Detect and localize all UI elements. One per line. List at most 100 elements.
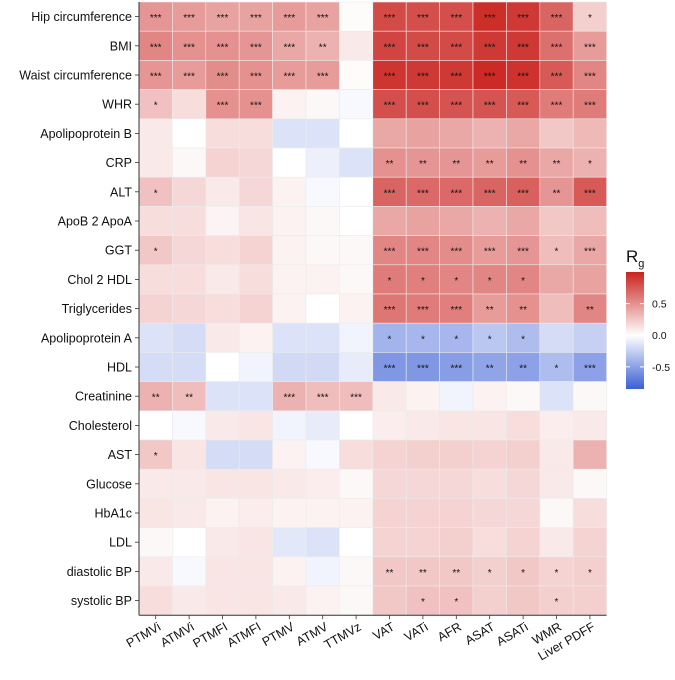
heatmap-cell: [472, 206, 507, 236]
heatmap-cell: [472, 468, 507, 499]
heatmap-cell: [339, 176, 374, 207]
significance-mark: ***: [384, 72, 396, 83]
heatmap-cell: [539, 381, 574, 412]
heatmap-cell: [506, 60, 541, 90]
heatmap-cell: [205, 381, 240, 412]
column-label: ASATi: [494, 620, 530, 649]
significance-mark: *: [454, 334, 458, 345]
heatmap-cell: [305, 381, 340, 412]
significance-mark: ***: [450, 72, 462, 83]
heatmap-cell: [405, 118, 440, 149]
column-label: VATi: [402, 620, 430, 645]
significance-mark: **: [386, 568, 394, 579]
significance-mark: ***: [283, 72, 295, 83]
heatmap-cell: [405, 556, 440, 587]
heatmap-cell: [405, 30, 440, 61]
significance-mark: ***: [584, 247, 596, 258]
heatmap-cell: [238, 206, 273, 236]
row-label: WHR: [102, 98, 132, 112]
heatmap-cell: [305, 1, 340, 32]
heatmap-cell: [238, 30, 273, 61]
significance-mark: ***: [384, 42, 396, 53]
heatmap-cell: [138, 527, 173, 558]
heatmap-cell: [339, 30, 374, 61]
significance-mark: ***: [551, 101, 563, 112]
heatmap-cell: [272, 176, 307, 207]
heatmap-cell: [238, 352, 273, 382]
heatmap-cell: [439, 206, 474, 236]
heatmap-cell: [539, 410, 574, 441]
heatmap-cell: [305, 264, 340, 295]
heatmap-cell: [539, 30, 574, 61]
heatmap-cell: [138, 556, 173, 587]
significance-mark: ***: [450, 364, 462, 375]
heatmap-cell: [372, 381, 407, 412]
heatmap-cell: [472, 381, 507, 412]
heatmap-cell: [372, 352, 407, 382]
heatmap-cell: [238, 322, 273, 353]
heatmap-cell: [405, 264, 440, 295]
heatmap-cell: [305, 89, 340, 120]
heatmap-cell: [205, 147, 240, 178]
significance-mark: ***: [283, 393, 295, 404]
heatmap-cell: [506, 293, 541, 324]
heatmap-cell: [506, 585, 541, 616]
significance-mark: *: [521, 568, 525, 579]
row-label: ApoB 2 ApoA: [58, 215, 133, 229]
significance-mark: ***: [183, 13, 195, 24]
heatmap-cell: [339, 264, 374, 295]
significance-mark: **: [519, 305, 527, 316]
significance-mark: *: [521, 334, 525, 345]
heatmap-cell: [572, 556, 607, 587]
heatmap-cell: [472, 293, 507, 324]
heatmap-cell: [272, 118, 307, 149]
heatmap-cells: [138, 1, 607, 616]
significance-mark: ***: [417, 305, 429, 316]
heatmap-cell: [305, 439, 340, 470]
heatmap-cell: [339, 527, 374, 558]
heatmap-cell: [572, 118, 607, 149]
significance-mark: **: [419, 568, 427, 579]
heatmap-cell: [305, 527, 340, 558]
heatmap-cell: [572, 30, 607, 61]
heatmap-cell: [372, 264, 407, 295]
significance-mark: ***: [517, 13, 529, 24]
heatmap-cell: [572, 527, 607, 558]
heatmap-cell: [172, 410, 207, 441]
heatmap-cell: [472, 322, 507, 353]
significance-mark: ***: [217, 72, 229, 83]
row-labels: Hip circumference BMI Waist circumference W…: [19, 10, 139, 608]
significance-mark: ***: [217, 101, 229, 112]
legend-tick-label: -0.5: [652, 362, 670, 374]
row-label: HDL: [107, 361, 132, 375]
significance-mark: ***: [150, 13, 162, 24]
row-label: Apolipoprotein B: [40, 127, 132, 141]
heatmap-cell: [172, 352, 207, 382]
heatmap-cell: [238, 498, 273, 528]
heatmap-cell: [172, 235, 207, 266]
significance-mark: ***: [317, 13, 329, 24]
heatmap-cell: [305, 468, 340, 499]
heatmap-cell: [539, 264, 574, 295]
heatmap-cell: [205, 293, 240, 324]
significance-mark: *: [421, 334, 425, 345]
significance-mark: **: [519, 364, 527, 375]
significance-mark: **: [486, 364, 494, 375]
heatmap-cell: [472, 147, 507, 178]
heatmap-cell: [138, 293, 173, 324]
heatmap-cell: [272, 527, 307, 558]
heatmap-cell: [539, 468, 574, 499]
heatmap-cell: [138, 498, 173, 528]
heatmap-cell: [238, 176, 273, 207]
significance-mark: ***: [417, 247, 429, 258]
heatmap-cell: [272, 235, 307, 266]
legend-colorbar: [626, 272, 644, 389]
heatmap-cell: [172, 60, 207, 90]
heatmap-cell: [272, 410, 307, 441]
heatmap-cell: [405, 322, 440, 353]
heatmap-cell: [472, 527, 507, 558]
significance-mark: ***: [417, 13, 429, 24]
significance-mark: *: [488, 276, 492, 287]
column-label: ASAT: [463, 619, 498, 647]
heatmap-cell: [138, 264, 173, 295]
